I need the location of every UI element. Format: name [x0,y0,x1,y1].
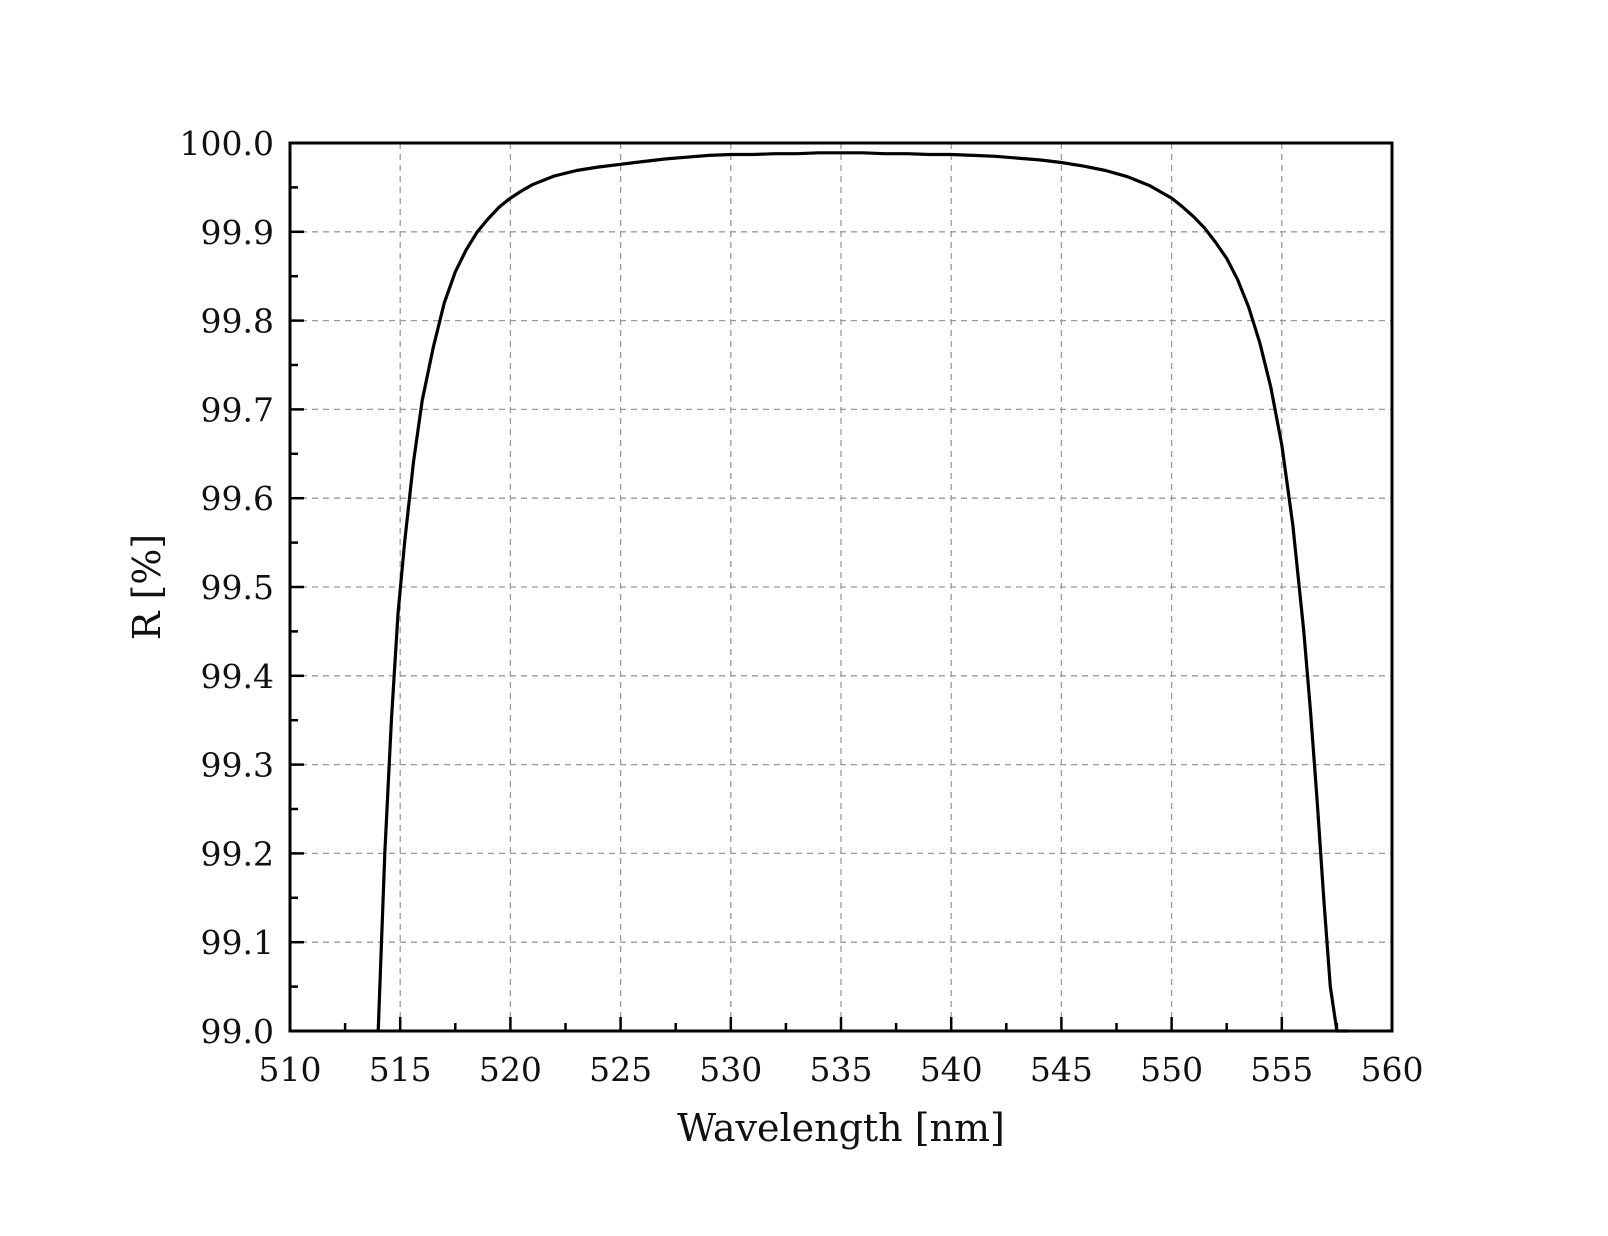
x-tick-label: 535 [810,1050,873,1089]
y-tick-label: 99.3 [201,746,274,785]
y-tick-label: 100.0 [180,124,274,163]
x-axis-title: Wavelength [nm] [677,1106,1005,1150]
reflectance-series-line [376,151,1350,1033]
x-tick-label: 560 [1361,1050,1424,1089]
y-tick-label: 99.9 [201,213,274,252]
x-tick-label: 520 [479,1050,542,1089]
x-tick-label: 510 [259,1050,322,1089]
x-tick-label: 540 [920,1050,983,1089]
series-layer [376,151,1350,1033]
label-layer: 510 515 520 525 530 535 540 545 550 555 560 99.0 99.… [180,124,1424,1089]
x-tick-label: 545 [1030,1050,1093,1089]
y-tick-label: 99.7 [201,390,274,429]
y-tick-label: 99.0 [201,1012,274,1051]
x-tick-label: 525 [589,1050,652,1089]
grid-layer [290,143,1392,1031]
y-tick-label: 99.1 [201,923,274,962]
y-axis-title: R [%] [125,534,169,640]
x-tick-label: 550 [1140,1050,1203,1089]
y-tick-label: 99.2 [201,834,274,873]
x-tick-label: 555 [1250,1050,1313,1089]
y-tick-label: 99.8 [201,302,274,341]
tick-layer [288,141,1394,1033]
y-tick-label: 99.5 [201,568,274,607]
y-tick-label: 99.6 [201,479,274,518]
x-tick-label: 530 [699,1050,762,1089]
y-tick-label: 99.4 [201,657,274,696]
x-tick-label: 515 [369,1050,432,1089]
